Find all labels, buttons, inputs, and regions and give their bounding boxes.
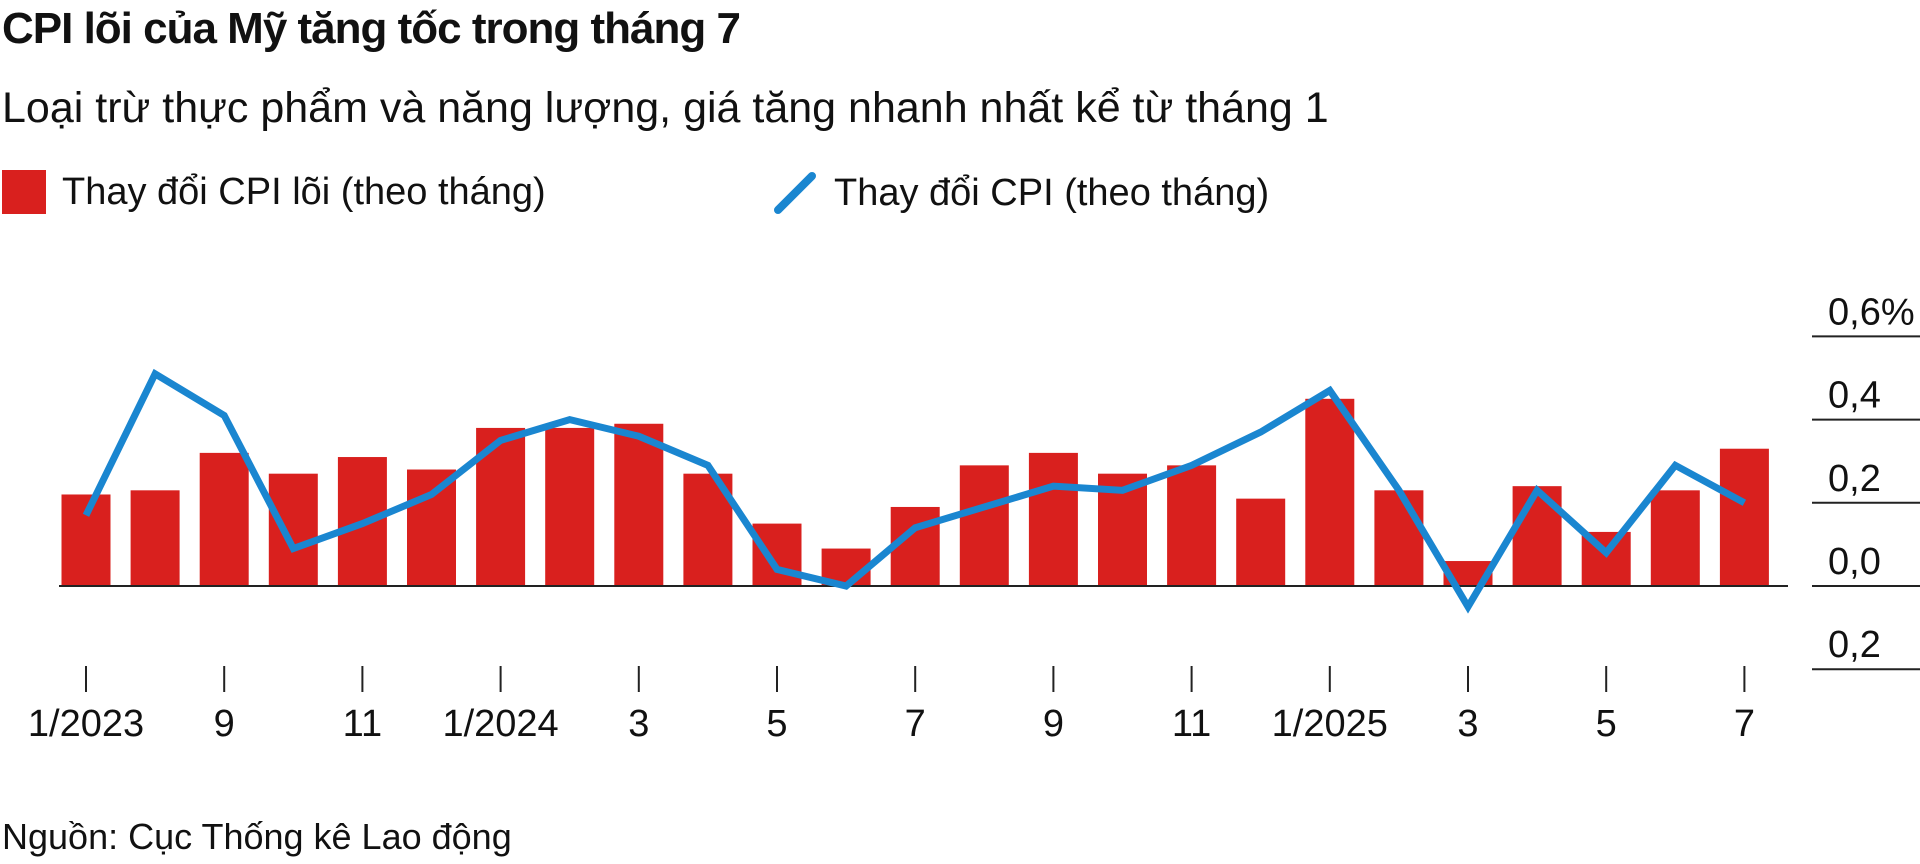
bar-6/2025 — [1650, 490, 1700, 586]
legend-label-core-cpi: Thay đổi CPI lõi (theo tháng) — [62, 170, 546, 213]
bar-12/2024 — [1236, 498, 1286, 586]
bar-8/2024 — [959, 465, 1009, 586]
x-tick-label: 5 — [766, 703, 787, 745]
y-tick-label: 0,4 — [1828, 375, 1881, 417]
bar-2/2024 — [545, 427, 595, 586]
bar-7/2025 — [1719, 448, 1769, 586]
x-tick-label: 3 — [1457, 703, 1478, 745]
bar-12/2023 — [407, 469, 456, 586]
bar-9/2023 — [199, 452, 249, 586]
x-tick-label: 5 — [1596, 703, 1617, 745]
chart-subtitle: Loại trừ thực phẩm và năng lượng, giá tă… — [2, 84, 1329, 132]
bar-8/2023 — [130, 490, 180, 586]
y-tick-label: 0,2 — [1828, 624, 1881, 666]
legend-bar-swatch — [2, 170, 46, 214]
bar-3/2024 — [614, 423, 664, 586]
legend-item-core-cpi: Thay đổi CPI lõi (theo tháng) — [2, 170, 546, 214]
source-note: Nguồn: Cục Thống kê Lao động — [2, 816, 512, 857]
x-tick-label: 11 — [343, 703, 382, 745]
chart-title: CPI lõi của Mỹ tăng tốc trong tháng 7 — [2, 4, 741, 53]
y-tick-label: 0,6% — [1828, 291, 1915, 333]
bar-1/2025 — [1305, 398, 1355, 586]
y-tick-label: 0,2 — [1828, 458, 1881, 500]
x-tick-label: 1/2025 — [1272, 703, 1388, 745]
bar-9/2024 — [1028, 452, 1078, 586]
x-tick-label: 7 — [1734, 703, 1755, 745]
x-tick-label: 1/2023 — [28, 703, 144, 745]
x-tick-label: 3 — [628, 703, 649, 745]
x-tick-label: 9 — [1043, 703, 1064, 745]
y-tick-label: 0,0 — [1828, 541, 1881, 583]
legend-line-swatch — [774, 172, 816, 214]
bar-10/2023 — [268, 473, 318, 586]
bar-2/2025 — [1374, 490, 1424, 586]
legend-item-cpi: Thay đổi CPI (theo tháng) — [772, 170, 1269, 216]
x-tick-label: 9 — [214, 703, 235, 745]
bar-11/2024 — [1167, 465, 1217, 586]
x-tick-label: 11 — [1172, 703, 1211, 745]
legend-label-cpi: Thay đổi CPI (theo tháng) — [834, 171, 1270, 214]
x-tick-label: 1/2024 — [442, 703, 558, 745]
x-tick-label: 7 — [905, 703, 926, 745]
